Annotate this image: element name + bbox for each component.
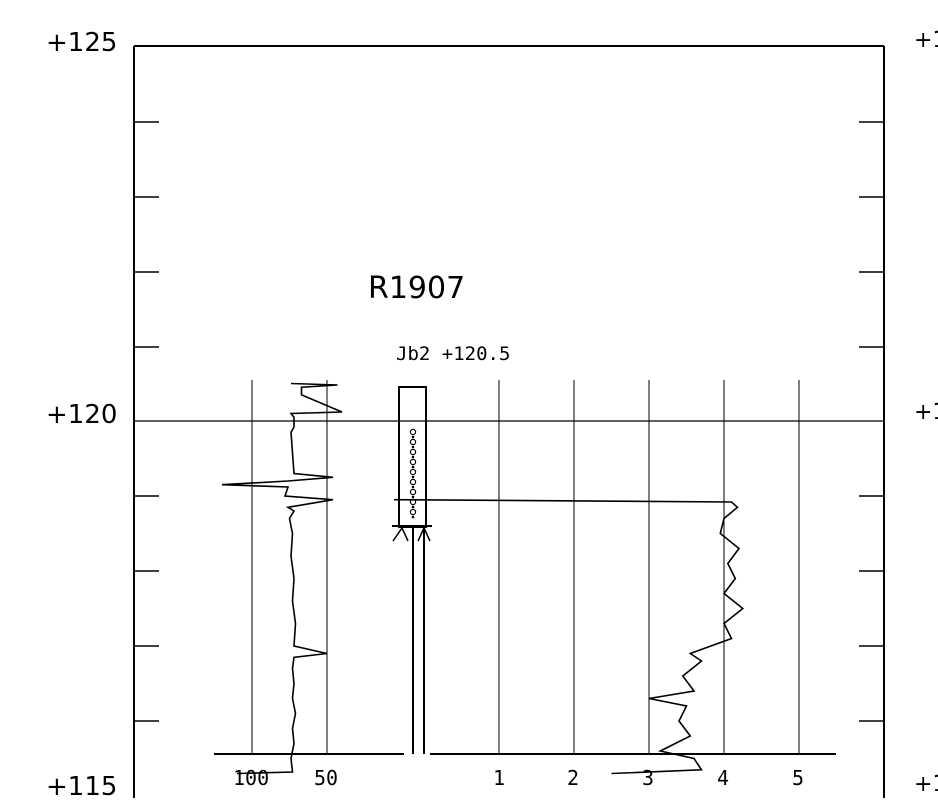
gravel-dot	[411, 475, 415, 479]
gravel-symbol	[409, 448, 417, 456]
gravel-symbol	[409, 508, 417, 516]
gravel-dot	[411, 495, 415, 499]
gravel-symbol	[409, 438, 417, 446]
gravel-dot	[411, 505, 415, 509]
gravel-symbol	[409, 478, 417, 486]
left-scale-tick-label: 50	[314, 766, 338, 790]
left-elevation-ticks	[134, 121, 159, 722]
left-log-trace	[221, 382, 343, 775]
right-edge-label-mid: +1	[914, 400, 938, 425]
right-scale-tick-label: 2	[567, 766, 579, 790]
gravel-fill-symbols	[409, 428, 417, 519]
gravel-dot	[411, 485, 415, 489]
gravel-symbol	[409, 458, 417, 466]
right-edge-label-bottom: +1	[914, 772, 938, 797]
right-scale-labels: 1 2 3 4 5	[493, 766, 804, 790]
borehole-column	[392, 386, 432, 754]
right-scale-tick-label: 1	[493, 766, 505, 790]
elevation-label-120: +120	[46, 400, 118, 430]
right-edge-label-top: +1	[914, 28, 938, 53]
right-log-trace	[393, 498, 745, 775]
elevation-label-115: +115	[46, 772, 118, 802]
left-scale-tick-label: 100	[233, 766, 269, 790]
diagram-frame	[133, 45, 885, 798]
left-scale-labels: 100 50	[233, 766, 338, 790]
right-scale-tick-label: 5	[792, 766, 804, 790]
right-elevation-ticks	[859, 121, 884, 722]
gravel-dot	[411, 455, 415, 459]
elevation-label-125: +125	[46, 28, 118, 58]
gravel-dot	[411, 435, 415, 439]
gravel-symbol	[409, 428, 417, 436]
gravel-symbol	[409, 468, 417, 476]
borehole-id-label: R1907	[368, 271, 465, 306]
log-grid-lines	[251, 380, 800, 754]
gravel-dot	[411, 465, 415, 469]
right-scale-tick-label: 4	[717, 766, 729, 790]
gravel-symbol	[409, 488, 417, 496]
borehole-note: Jb2 +120.5	[396, 343, 510, 365]
right-scale-tick-label: 3	[642, 766, 654, 790]
gravel-dot	[411, 445, 415, 449]
gravel-dot	[411, 515, 415, 519]
